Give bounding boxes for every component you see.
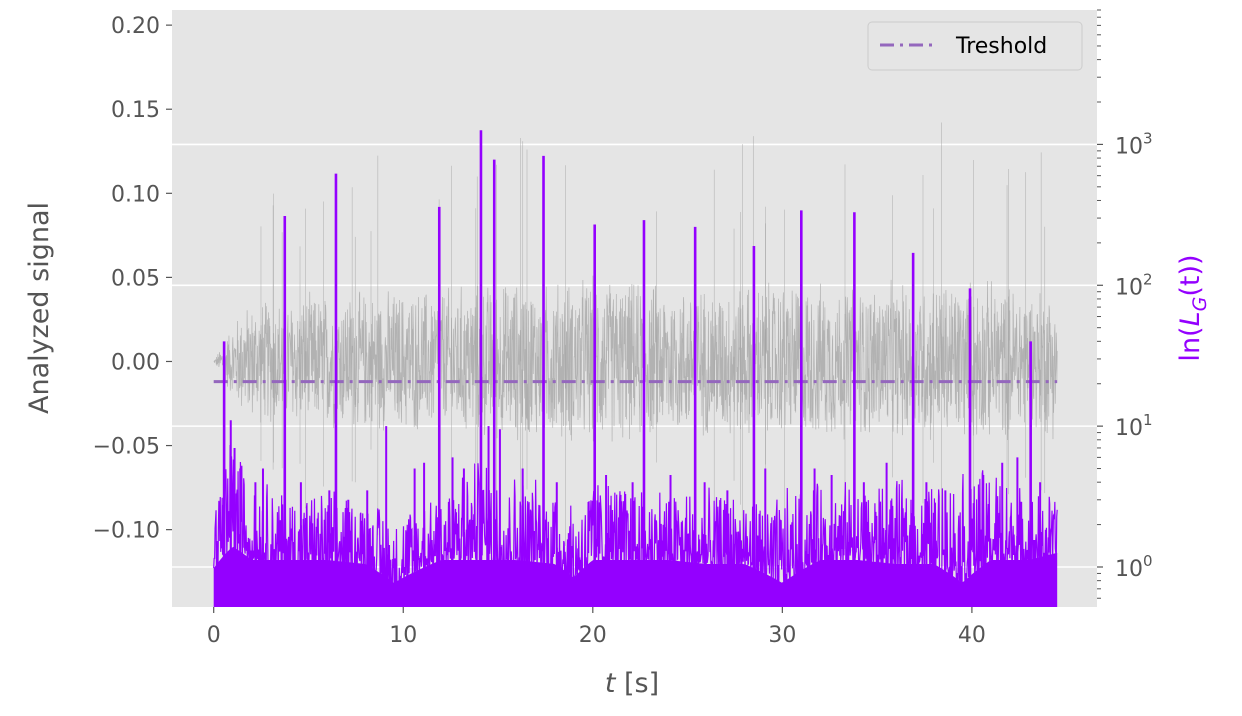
y-left-tick-label: 0.15 [111,98,160,123]
y-right-tick-label: 102 [1115,270,1153,300]
legend: Treshold [867,21,1083,71]
y-left-tick-label: −0.10 [93,519,160,544]
y-right-axis-ticks: 100 101 102 103 [1097,9,1153,599]
x-tick-label: 40 [958,623,986,648]
x-tick-label: 20 [579,623,607,648]
y-right-axis-label: ln(LG(t)) [1175,254,1211,361]
y-left-tick-label: 0.20 [111,14,160,39]
y-right-tick-label: 101 [1115,411,1153,441]
y-left-tick-label: 0.00 [111,350,160,375]
x-axis-ticks: 0 10 20 30 40 [207,607,986,648]
x-axis-label: t [s] [605,668,659,699]
y-left-axis-label: Analyzed signal [24,202,55,414]
legend-threshold-label: Treshold [955,34,1047,59]
y-right-tick-label: 100 [1115,552,1153,582]
legend-box [867,21,1083,71]
y-right-tick-label: 103 [1115,129,1153,159]
likelihood-series [213,130,1058,607]
y-left-axis-ticks: 0.20 0.15 0.10 0.05 0.00 −0.05 −0.10 [93,14,172,544]
x-tick-label: 30 [768,623,796,648]
y-left-tick-label: −0.05 [93,435,160,460]
signal-series [213,122,1058,572]
x-tick-label: 0 [207,623,221,648]
y-left-tick-label: 0.05 [111,266,160,291]
x-tick-label: 10 [389,623,417,648]
y-left-tick-label: 0.10 [111,182,160,207]
